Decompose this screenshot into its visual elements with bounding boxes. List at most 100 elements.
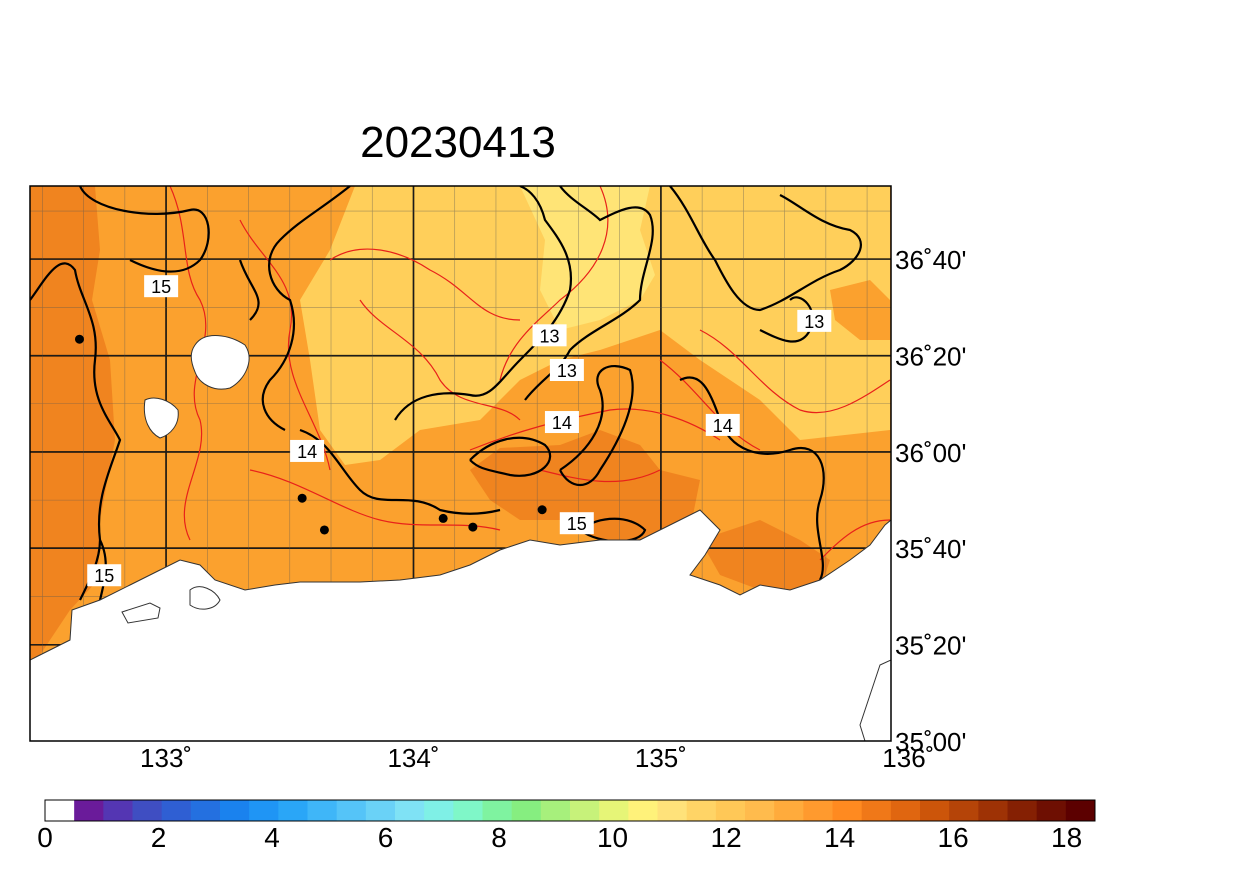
svg-text:15: 15 [567,514,587,534]
colorbar-tick-label: 18 [1051,822,1082,853]
colorbar-swatch [161,800,192,821]
mid-region-east [830,280,890,340]
colorbar-swatch [1065,800,1096,821]
coastline-east [859,659,891,741]
island [190,335,250,390]
longitude-label: 134˚ [387,743,439,773]
svg-text:14: 14 [297,442,317,462]
colorbar-swatch [949,800,979,821]
latitude-label: 36˚20' [895,342,966,372]
contour-label: 14 [290,439,325,462]
colorbar-swatch [657,800,688,821]
warm-region-south [470,430,700,545]
latitude-label: 35˚20' [895,631,966,661]
colorbar-tick-label: 12 [711,822,742,853]
red-contours [169,186,891,561]
colorbar-tick-label: 8 [491,822,507,853]
svg-text:15: 15 [151,277,171,297]
contour-label: 13 [549,359,584,381]
colorbar-swatch [132,800,163,821]
colorbar-swatch [511,800,542,821]
colorbar-swatch [103,800,133,821]
colorbar-swatch [74,800,104,821]
latitude-labels: 36˚40' 36˚20' 36˚00' 35˚40' 35˚20' 35˚00' [895,245,966,757]
colorbar-tick-label: 2 [151,822,167,853]
svg-text:13: 13 [557,361,577,381]
colorbar-labels: 0 2 4 6 8 10 12 14 16 18 [37,822,1082,853]
svg-text:14: 14 [552,413,572,433]
colorbar-swatch [278,800,308,821]
colorbar-swatch [220,800,250,821]
colorbar-swatch [482,800,513,821]
colorbar-swatch [540,800,571,821]
colorbar-swatch [745,800,775,821]
colorbar-swatch [45,800,75,821]
longitude-label: 135˚ [635,743,687,773]
colorbar-swatch [453,800,483,821]
colorbar-tick-label: 4 [264,822,280,853]
colorbar-frame [44,799,1096,822]
station-dot [319,525,329,535]
colorbar-swatch [715,800,746,821]
svg-text:14: 14 [713,416,733,436]
contour-label: 13 [532,324,567,347]
colorbar-tick-label: 10 [597,822,628,853]
black-contours [30,186,862,601]
colorbar-swatch [890,800,921,821]
contour-label: 15 [559,512,594,535]
contour-label: 13 [797,309,832,332]
colorbar-swatch [832,800,863,821]
island [143,397,179,439]
colorbar-swatch [1007,800,1038,821]
station-dot [74,334,84,344]
warm-region-west [30,186,115,660]
figure-title: 20230413 [360,118,556,167]
longitude-labels: 133˚ 134˚ 135˚ 136˚ [140,743,934,773]
station-dot [297,493,307,503]
colorbar-swatch [249,800,279,821]
colorbar-swatch [365,800,396,821]
longitude-label: 133˚ [140,743,192,773]
station-dot [438,513,448,523]
colorbar-swatch [307,800,338,821]
station-markers [74,334,547,535]
colorbar-swatch [628,800,658,821]
svg-text:15: 15 [94,566,114,586]
colorbar-swatch [978,800,1008,821]
station-dot [468,522,478,532]
colorbar-tick-label: 0 [37,822,53,853]
latitude-label: 36˚00' [895,438,966,468]
colorbar-tick-label: 6 [378,822,394,853]
map-frame [29,185,892,742]
colorbar-tick-label: 14 [824,822,855,853]
colorbar-swatch [920,800,950,821]
warm-region-east [700,520,830,590]
colorbar-swatch [686,800,717,821]
islet [189,586,221,610]
colorbar-swatch [803,800,833,821]
colorbar-swatch [774,800,804,821]
colorbar-swatch [599,800,629,821]
colorbar [44,799,1096,822]
contour-label: 14 [705,413,740,436]
coolest-region-north [520,186,655,330]
colorbar-swatch [190,800,221,821]
colorbar-swatch [395,800,425,821]
colorbar-swatch [1036,800,1067,821]
svg-text:13: 13 [804,312,824,332]
colorbar-swatch [336,800,367,821]
longitude-label: 136˚ [882,743,934,773]
cool-region-central [300,186,890,465]
colorbar-swatch [570,800,600,821]
colorbar-swatch [861,800,892,821]
contour-label: 15 [87,564,122,587]
latitude-label: 35˚40' [895,534,966,564]
islet [121,602,161,624]
contour-labels: 15 13 13 13 14 14 14 15 15 [87,275,832,587]
sea-area [30,509,891,741]
contour-label: 14 [544,411,579,434]
svg-text:13: 13 [540,326,560,346]
latitude-label: 35˚00' [895,727,966,757]
colorbar-tick-label: 16 [938,822,969,853]
